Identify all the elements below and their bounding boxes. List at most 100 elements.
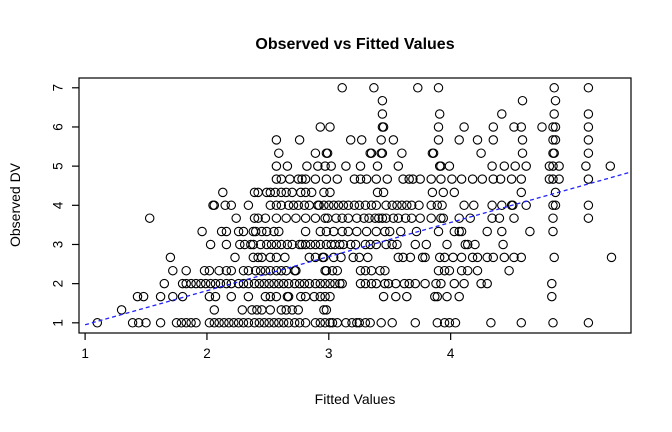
data-point xyxy=(355,278,366,289)
data-point xyxy=(372,161,383,171)
data-point xyxy=(498,239,508,250)
data-point xyxy=(364,213,374,223)
data-point xyxy=(288,200,299,211)
data-point xyxy=(237,305,248,315)
data-point xyxy=(253,252,263,263)
data-point xyxy=(331,213,341,223)
data-point xyxy=(171,318,182,328)
data-point xyxy=(381,239,391,250)
data-point xyxy=(300,226,311,237)
data-point xyxy=(319,187,329,198)
data-point xyxy=(554,161,564,171)
data-point xyxy=(482,226,492,237)
x-axis-ticks: 1 2 3 4 xyxy=(81,333,455,361)
data-point xyxy=(376,135,386,145)
data-point xyxy=(271,252,282,263)
data-point xyxy=(415,213,425,223)
y-axis-title: Observed DV xyxy=(7,162,23,247)
data-point xyxy=(488,135,499,145)
data-point xyxy=(309,291,319,302)
data-point xyxy=(516,318,527,328)
data-point xyxy=(230,252,240,263)
data-point xyxy=(328,252,339,263)
data-point xyxy=(209,318,220,328)
data-point xyxy=(398,252,408,263)
data-point xyxy=(434,109,445,119)
data-point xyxy=(177,291,188,302)
x-tick-label: 3 xyxy=(325,346,333,361)
data-point xyxy=(548,122,558,132)
data-point xyxy=(371,239,382,250)
data-point xyxy=(476,148,486,158)
data-point xyxy=(414,200,424,211)
data-point xyxy=(320,318,330,328)
y-tick-label: 7 xyxy=(51,84,66,92)
data-point xyxy=(293,174,304,184)
data-point xyxy=(246,239,256,250)
data-point xyxy=(431,278,441,289)
data-point xyxy=(250,226,261,237)
data-point xyxy=(449,187,460,198)
data-point xyxy=(547,291,557,302)
x-tick-label: 4 xyxy=(447,346,455,361)
data-point xyxy=(216,226,227,237)
data-point xyxy=(369,83,379,93)
data-point xyxy=(219,318,229,328)
data-point xyxy=(393,161,404,171)
data-point xyxy=(472,252,483,263)
data-point xyxy=(345,239,356,250)
data-point xyxy=(238,226,249,237)
data-point xyxy=(427,187,438,198)
data-point xyxy=(583,122,594,132)
data-point xyxy=(360,318,371,328)
reference-line-group xyxy=(84,171,632,326)
data-point xyxy=(321,305,332,315)
data-point xyxy=(548,226,558,237)
data-point xyxy=(516,122,527,132)
data-point xyxy=(448,252,458,263)
data-point xyxy=(366,278,377,289)
data-point xyxy=(428,148,439,158)
data-point xyxy=(285,174,295,184)
data-point xyxy=(224,318,234,328)
data-point xyxy=(255,239,266,250)
data-point xyxy=(439,318,450,328)
data-point xyxy=(497,226,507,237)
data-point xyxy=(265,187,276,198)
data-point xyxy=(433,122,444,132)
data-point xyxy=(376,318,386,328)
data-point xyxy=(456,265,467,276)
data-point xyxy=(276,305,287,315)
data-point xyxy=(548,135,558,145)
data-point xyxy=(281,213,291,223)
data-point xyxy=(482,278,492,289)
data-point xyxy=(444,318,455,328)
data-point xyxy=(459,278,469,289)
data-point xyxy=(516,252,527,263)
data-point xyxy=(447,174,457,184)
data-point xyxy=(550,122,561,132)
data-point xyxy=(405,252,416,263)
data-point xyxy=(338,239,349,250)
data-point xyxy=(509,252,519,263)
data-point xyxy=(488,122,499,132)
data-point xyxy=(549,83,559,93)
data-point xyxy=(249,318,260,328)
data-point xyxy=(270,187,280,198)
data-point xyxy=(459,122,469,132)
data-point xyxy=(525,226,535,237)
data-point xyxy=(233,226,244,237)
data-point xyxy=(449,226,460,237)
data-point xyxy=(361,174,372,184)
data-point xyxy=(391,291,401,302)
data-point xyxy=(226,278,237,289)
data-point xyxy=(338,200,349,211)
data-point xyxy=(165,252,176,263)
data-point xyxy=(304,200,315,211)
data-point xyxy=(291,213,301,223)
data-point xyxy=(442,239,452,250)
data-point xyxy=(355,265,366,276)
data-point xyxy=(271,213,282,223)
data-point xyxy=(381,213,391,223)
